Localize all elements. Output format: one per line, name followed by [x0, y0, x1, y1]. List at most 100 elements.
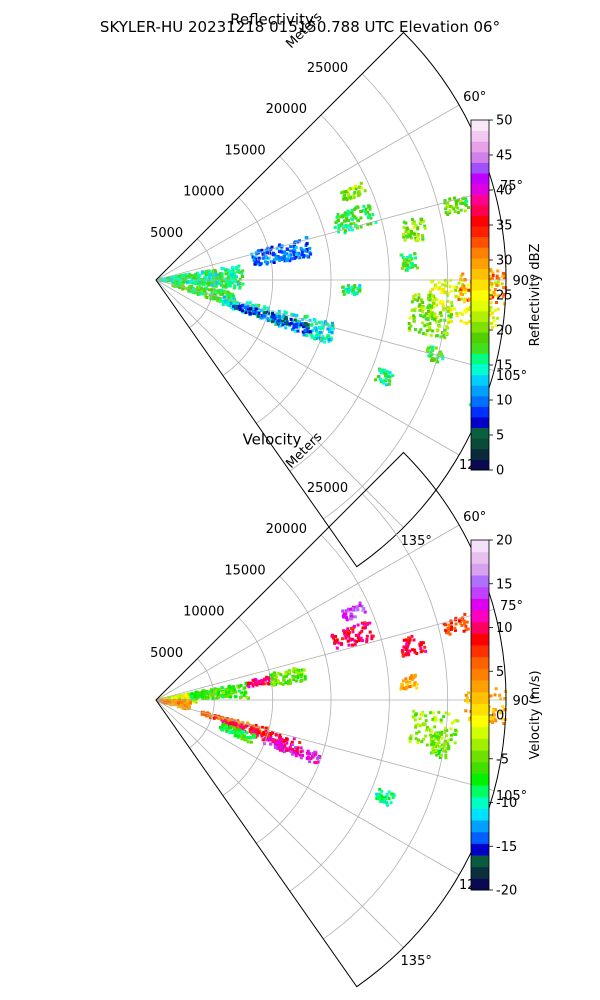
- echo-gate: [491, 715, 495, 719]
- echo-gate: [308, 318, 312, 322]
- echo-gate: [328, 330, 331, 334]
- colorbar-segment: [471, 738, 489, 751]
- echo-gate: [464, 197, 468, 201]
- echo-gate: [228, 284, 232, 288]
- echo-gate: [359, 636, 363, 640]
- colorbar-segment: [471, 310, 489, 323]
- echo-gate: [411, 677, 414, 681]
- echo-gate: [276, 679, 280, 683]
- colorbar-segment: [471, 668, 489, 681]
- echo-gate: [255, 252, 259, 256]
- echo-gate: [416, 741, 420, 745]
- echo-gate: [167, 277, 171, 281]
- echo-gate: [431, 359, 435, 362]
- echo-gate: [233, 688, 237, 692]
- echo-gate: [446, 305, 450, 309]
- echo-gate: [224, 692, 228, 696]
- echo-gate: [434, 320, 438, 324]
- echo-gate: [408, 266, 412, 270]
- colorbar-tick-label: 0: [496, 709, 504, 724]
- angle-tick-label: 60°: [463, 510, 486, 525]
- echo-gate: [293, 329, 297, 333]
- sector-outline: [155, 451, 507, 988]
- echo-gate: [453, 728, 457, 732]
- echo-gate: [285, 311, 289, 315]
- echo-gate: [351, 186, 355, 190]
- echo-gate: [178, 285, 182, 289]
- echo-gate: [257, 256, 261, 260]
- azimuth-spoke: [155, 279, 495, 371]
- echo-gate: [201, 695, 205, 699]
- echo-gate: [209, 273, 212, 277]
- echo-gate: [442, 334, 446, 338]
- echo-gate: [304, 244, 308, 247]
- echo-gate: [225, 729, 229, 733]
- echo-gate: [204, 286, 208, 290]
- echo-gate: [452, 285, 456, 289]
- echo-gate: [405, 235, 409, 239]
- echo-gate: [436, 360, 440, 364]
- echo-gate: [234, 266, 238, 270]
- echo-gate: [277, 740, 281, 744]
- echo-gate: [257, 262, 261, 266]
- colorbar-segment: [471, 820, 489, 833]
- echo-gate: [502, 276, 506, 280]
- echo-gate: [307, 330, 311, 334]
- echo-gate: [252, 679, 256, 683]
- echo-gate: [404, 230, 408, 234]
- echo-gate: [214, 289, 217, 293]
- echo-gate: [354, 184, 357, 188]
- echo-gate: [236, 719, 240, 723]
- panel-title: Velocity: [243, 431, 302, 449]
- echo-gate: [411, 263, 415, 267]
- echo-gate: [464, 624, 468, 628]
- echo-gate: [289, 253, 293, 257]
- echo-gate: [368, 215, 371, 219]
- echo-gate: [289, 245, 293, 249]
- echo-gate: [449, 308, 453, 311]
- echo-gate: [449, 311, 453, 314]
- echo-gate: [424, 312, 428, 316]
- echo-gate: [453, 626, 457, 630]
- echo-gate: [370, 634, 374, 638]
- echo-gate: [493, 309, 497, 313]
- colorbar-segment: [471, 427, 489, 439]
- echo-gate: [420, 711, 424, 715]
- echo-gate: [219, 293, 223, 296]
- echo-gate: [365, 640, 369, 643]
- echo-gate: [429, 333, 433, 337]
- echo-gate: [449, 733, 453, 737]
- colorbar-segment: [471, 236, 489, 248]
- echo-gate: [499, 697, 503, 701]
- echo-gate: [237, 264, 241, 268]
- echo-gate: [291, 747, 295, 751]
- echo-gate: [244, 311, 248, 315]
- echo-gate: [444, 207, 448, 211]
- echo-gate: [417, 738, 420, 742]
- echo-gate: [453, 719, 457, 723]
- echo-gate: [428, 325, 432, 329]
- echo-gate: [309, 252, 313, 256]
- echo-gate: [301, 671, 305, 675]
- echo-gate: [273, 317, 277, 321]
- echo-gate: [407, 322, 411, 325]
- echo-gate: [246, 721, 249, 725]
- echo-gate: [207, 269, 211, 273]
- echo-gate: [250, 728, 254, 732]
- colorbar-segment: [471, 855, 489, 868]
- echo-gate: [439, 754, 443, 757]
- echo-gate: [269, 732, 273, 735]
- echo-gate: [344, 229, 347, 233]
- echo-gate: [358, 631, 362, 635]
- echo-gate: [409, 737, 413, 741]
- echo-gate: [359, 225, 363, 229]
- echo-cluster-12: [442, 612, 470, 636]
- echo-gate: [445, 325, 449, 329]
- echo-gate: [219, 289, 223, 293]
- echo-gate: [237, 734, 240, 738]
- echo-gate: [297, 668, 301, 672]
- echo-gate: [174, 276, 178, 280]
- echo-gate: [434, 285, 438, 289]
- echo-gate: [385, 383, 389, 387]
